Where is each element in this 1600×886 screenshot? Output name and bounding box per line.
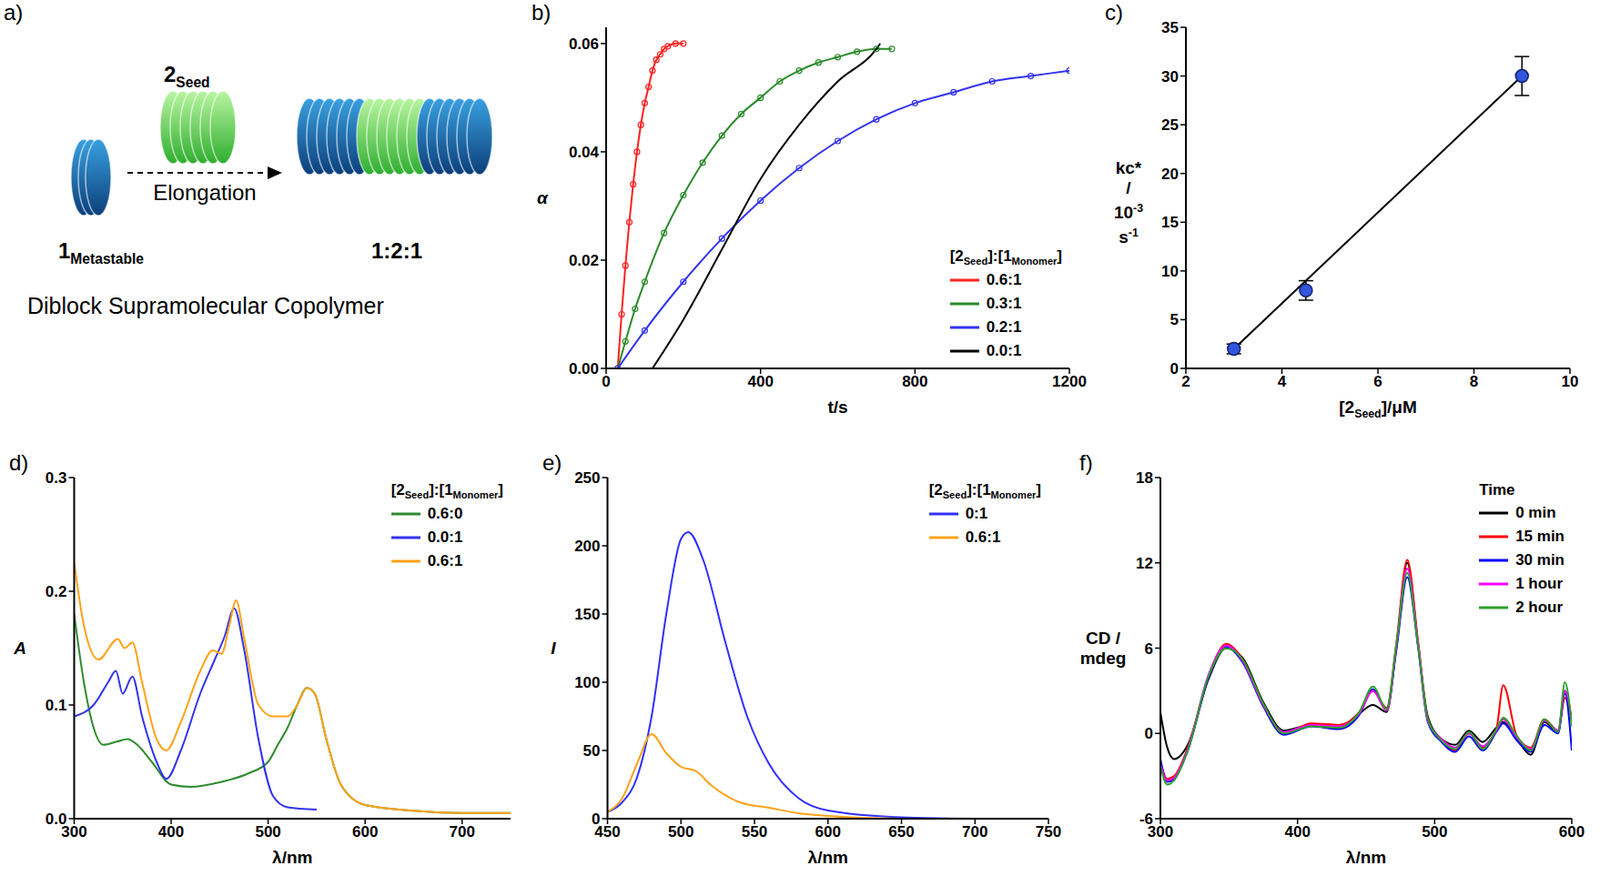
svg-text:1200: 1200: [1052, 373, 1087, 391]
svg-text:6: 6: [1144, 640, 1154, 659]
html-text:[2Seed]:[1Monomer]: [2Seed]:[1Monomer]: [949, 247, 1063, 267]
html-text:0.6:1: 0.6:1: [427, 552, 463, 571]
html-text:15 min: 15 min: [1515, 527, 1565, 546]
svg-text:400: 400: [158, 823, 184, 841]
svg-text:18: 18: [1135, 469, 1154, 487]
svg-text:500: 500: [668, 823, 694, 841]
svg-text:400: 400: [747, 373, 773, 391]
svg-text:650: 650: [888, 823, 914, 841]
svg-text:0.2: 0.2: [45, 583, 68, 601]
html-text:0 min: 0 min: [1515, 504, 1556, 522]
svg-text:100: 100: [574, 674, 600, 692]
svg-text:-6: -6: [1139, 810, 1154, 829]
html-text:d): d): [9, 450, 29, 476]
svg-text:600: 600: [352, 823, 378, 841]
svg-text:25: 25: [1161, 116, 1179, 134]
svg-text:0: 0: [591, 810, 600, 829]
svg-text:30: 30: [1161, 68, 1179, 86]
svg-text:0.1: 0.1: [45, 697, 68, 715]
html-text:CD /: CD /: [1085, 628, 1121, 648]
svg-text:0.02: 0.02: [568, 252, 599, 270]
html-text:1 hour: 1 hour: [1515, 575, 1563, 593]
html-text:e): e): [542, 450, 562, 476]
svg-text:0.06: 0.06: [568, 35, 599, 53]
svg-text:0: 0: [1170, 360, 1179, 378]
svg-text:600: 600: [815, 823, 841, 841]
html-text:Diblock Supramolecular Copolym: Diblock Supramolecular Copolymer: [27, 293, 384, 319]
svg-text:250: 250: [574, 469, 600, 487]
html-text:0.6:1: 0.6:1: [986, 271, 1022, 289]
svg-text:700: 700: [962, 823, 988, 841]
html-text:[2Seed]/μM: [2Seed]/μM: [1339, 397, 1417, 421]
svg-text:500: 500: [1421, 823, 1448, 841]
svg-text:0: 0: [1144, 725, 1154, 743]
svg-text:450: 450: [594, 823, 621, 842]
html-text:30 min: 30 min: [1515, 551, 1565, 569]
html-text:f): f): [1079, 450, 1093, 476]
html-text:0.0:1: 0.0:1: [986, 342, 1022, 360]
svg-text:500: 500: [254, 823, 281, 841]
html-text:0.6:0: 0.6:0: [427, 505, 463, 523]
html-text:s-1: s-1: [1118, 226, 1139, 247]
html-text:a): a): [3, 0, 24, 25]
svg-text:0.04: 0.04: [568, 143, 600, 162]
html-text:Time: Time: [1479, 481, 1515, 499]
html-text:λ/nm: λ/nm: [807, 848, 849, 868]
svg-text:4: 4: [1277, 373, 1287, 391]
svg-text:8: 8: [1469, 373, 1479, 391]
html-text:b): b): [531, 0, 551, 25]
svg-text:800: 800: [901, 373, 928, 391]
svg-text:300: 300: [1147, 823, 1174, 842]
svg-text:300: 300: [61, 823, 88, 842]
html-text:1:2:1: 1:2:1: [371, 238, 423, 264]
svg-text:400: 400: [1284, 823, 1310, 841]
html-text:[2Seed]:[1Monomer]: [2Seed]:[1Monomer]: [928, 481, 1042, 501]
svg-text:10: 10: [1561, 373, 1580, 391]
html-text:A: A: [13, 638, 27, 658]
svg-text:700: 700: [449, 823, 476, 841]
svg-text:35: 35: [1161, 19, 1179, 37]
html-text:t/s: t/s: [827, 397, 848, 417]
svg-text:5: 5: [1170, 311, 1179, 329]
svg-text:0: 0: [601, 373, 610, 391]
svg-text:200: 200: [574, 537, 600, 556]
svg-text:2: 2: [1181, 373, 1190, 391]
html-text:0.2:1: 0.2:1: [986, 318, 1022, 336]
svg-text:15: 15: [1161, 213, 1179, 232]
html-text:c): c): [1104, 0, 1124, 25]
html-text:λ/nm: λ/nm: [1345, 848, 1387, 868]
svg-text:10: 10: [1161, 263, 1179, 281]
svg-text:550: 550: [741, 823, 768, 841]
html-text:0.0:1: 0.0:1: [427, 529, 463, 547]
html-text:2 hour: 2 hour: [1515, 598, 1563, 617]
svg-text:750: 750: [1035, 823, 1062, 841]
html-text:[2Seed]:[1Monomer]: [2Seed]:[1Monomer]: [390, 481, 504, 501]
svg-text:6: 6: [1373, 373, 1382, 391]
svg-text:150: 150: [574, 606, 600, 624]
svg-text:0.0: 0.0: [45, 810, 68, 829]
svg-text:12: 12: [1135, 555, 1154, 573]
html-text:I: I: [550, 638, 556, 658]
html-text:0.6:1: 0.6:1: [965, 529, 1001, 547]
html-text:mdeg: mdeg: [1080, 648, 1127, 668]
html-text:10-3: 10-3: [1113, 201, 1144, 222]
html-text:0.3:1: 0.3:1: [986, 294, 1022, 313]
html-text:kc*: kc*: [1115, 157, 1142, 178]
svg-text:600: 600: [1559, 823, 1585, 841]
svg-text:0.3: 0.3: [45, 469, 68, 487]
svg-text:50: 50: [583, 742, 601, 760]
svg-text:0.00: 0.00: [568, 360, 599, 378]
html-text:0:1: 0:1: [965, 505, 988, 523]
html-text:λ/nm: λ/nm: [272, 848, 313, 868]
html-text:2Seed: 2Seed: [163, 61, 210, 90]
html-text:α: α: [537, 187, 548, 208]
html-text:1Metastable: 1Metastable: [58, 238, 144, 267]
html-text:Elongation: Elongation: [153, 180, 257, 205]
svg-text:20: 20: [1161, 165, 1179, 183]
